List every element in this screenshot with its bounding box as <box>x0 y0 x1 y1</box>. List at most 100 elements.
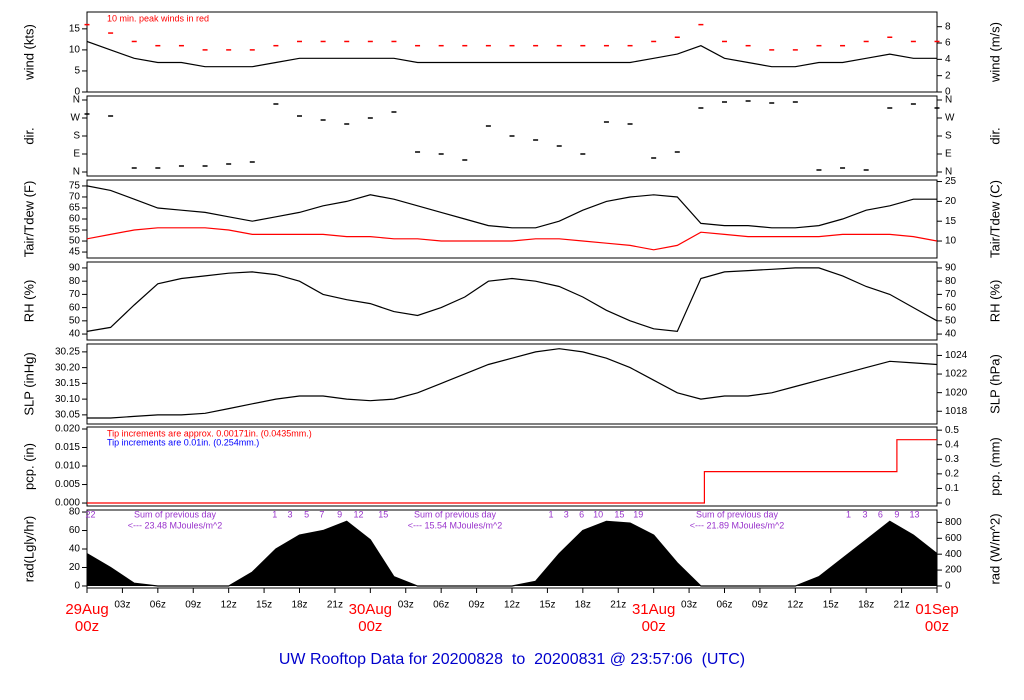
y-tick-label: 80 <box>69 507 81 518</box>
y2-tick-label: 1022 <box>945 369 968 380</box>
y2-tick-label: 0.4 <box>945 439 959 450</box>
y2-tick-label: 0.5 <box>945 425 959 436</box>
data-line <box>87 227 937 251</box>
data-line <box>87 520 937 587</box>
x-tick-label: 21z <box>610 600 626 611</box>
y-tick-label: 50 <box>69 315 81 326</box>
y2-axis-label: dir. <box>987 127 1002 144</box>
y-tick-label: 0 <box>74 581 80 592</box>
y-tick-label: 40 <box>69 329 81 340</box>
y-tick-label: 45 <box>69 247 81 258</box>
y-tick-label: 30.05 <box>55 410 80 421</box>
y-tick-label: 0.015 <box>55 442 80 453</box>
y-axis-label: wind (kts) <box>21 24 36 81</box>
x-tick-label: 15z <box>539 600 555 611</box>
x-tick-label: 12z <box>504 600 520 611</box>
daily-sum-text: <--- 21.89 MJoules/m^2 <box>690 520 785 530</box>
x-date-label: 01Sep <box>915 601 958 618</box>
y2-axis-label: RH (%) <box>987 280 1002 323</box>
daily-sum-title: Sum of previous day <box>414 509 497 519</box>
y-axis-label: Tair/Tdew (F) <box>21 181 36 258</box>
y2-tick-label: 2 <box>945 70 951 81</box>
y-tick-label: 10 <box>69 45 81 56</box>
data-line <box>87 348 937 419</box>
x-tick-label: 15z <box>256 600 272 611</box>
x-tick-label: 21z <box>894 600 910 611</box>
hour-mark: 7 <box>319 509 324 519</box>
hour-mark: 15 <box>378 509 388 519</box>
y2-tick-label: 80 <box>945 276 957 287</box>
y2-tick-label: 25 <box>945 176 957 187</box>
x-tick-label: 18z <box>858 600 874 611</box>
y-tick-label: 70 <box>69 289 81 300</box>
hour-mark: 5 <box>304 509 309 519</box>
y2-tick-label: W <box>945 113 955 124</box>
y2-tick-label: 90 <box>945 263 957 274</box>
y-tick-label: 30.15 <box>55 378 80 389</box>
hour-mark: 12 <box>354 509 364 519</box>
panel-frame <box>86 343 938 425</box>
y2-tick-label: 8 <box>945 21 951 32</box>
daily-sum-text: <--- 15.54 MJoules/m^2 <box>408 520 503 530</box>
y-tick-label: 0 <box>74 87 80 98</box>
hour-mark: 19 <box>633 509 643 519</box>
hour-mark: 1 <box>846 509 851 519</box>
y2-tick-label: 200 <box>945 565 962 576</box>
y-tick-label: 0.010 <box>55 461 80 472</box>
x-tick-label: 09z <box>752 600 768 611</box>
hour-mark: 3 <box>564 509 569 519</box>
x-tick-label: 21z <box>327 600 343 611</box>
x-date-sublabel: 00z <box>358 618 382 635</box>
y-tick-label: W <box>71 113 81 124</box>
hour-mark: 10 <box>593 509 603 519</box>
annotation: Tip increments are 0.01in. (0.254mm.) <box>107 437 259 447</box>
y2-tick-label: 400 <box>945 549 962 560</box>
daily-sum-title: Sum of previous day <box>134 509 217 519</box>
y-tick-label: 0.005 <box>55 479 80 490</box>
y2-tick-label: 4 <box>945 54 951 65</box>
y-tick-label: N <box>73 167 80 178</box>
y-tick-label: 70 <box>69 192 81 203</box>
y-axis-label: RH (%) <box>21 280 36 323</box>
panel-frame <box>86 261 938 341</box>
x-tick-label: 06z <box>150 600 166 611</box>
y2-tick-label: 1018 <box>945 406 968 417</box>
y-tick-label: 80 <box>69 276 81 287</box>
y-tick-label: 65 <box>69 203 81 214</box>
y-tick-label: E <box>73 149 80 160</box>
x-tick-label: 03z <box>398 600 414 611</box>
y-tick-label: 60 <box>69 525 81 536</box>
y2-axis-label: pcp. (mm) <box>987 437 1002 496</box>
x-tick-label: 18z <box>291 600 307 611</box>
y2-tick-label: 600 <box>945 533 962 544</box>
x-tick-label: 03z <box>114 600 130 611</box>
y2-tick-label: 60 <box>945 302 957 313</box>
y2-axis-label: SLP (hPa) <box>987 354 1002 414</box>
y-tick-label: 60 <box>69 214 81 225</box>
y-tick-label: 30.10 <box>55 394 80 405</box>
y-tick-label: 55 <box>69 225 81 236</box>
y2-tick-label: 1024 <box>945 350 968 361</box>
x-tick-label: 12z <box>221 600 237 611</box>
y2-tick-label: 1020 <box>945 387 968 398</box>
y-tick-label: 15 <box>69 23 81 34</box>
chart-title: UW Rooftop Data for 20200828 to 20200831… <box>279 651 745 668</box>
x-tick-label: 03z <box>681 600 697 611</box>
panel-frame <box>86 11 938 93</box>
data-line <box>87 439 937 504</box>
y2-tick-label: 0.3 <box>945 454 959 465</box>
y-tick-label: 40 <box>69 544 81 555</box>
hour-mark: 3 <box>288 509 293 519</box>
hour-mark: 6 <box>579 509 584 519</box>
hour-mark: 15 <box>614 509 624 519</box>
y2-axis-label: Tair/Tdew (C) <box>987 180 1002 258</box>
hour-mark: 13 <box>910 509 920 519</box>
y2-tick-label: N <box>945 167 952 178</box>
data-line <box>87 40 937 68</box>
x-tick-label: 09z <box>185 600 201 611</box>
y2-tick-label: E <box>945 149 952 160</box>
y-axis-label: pcp. (in) <box>21 443 36 490</box>
y2-tick-label: 0.1 <box>945 483 959 494</box>
